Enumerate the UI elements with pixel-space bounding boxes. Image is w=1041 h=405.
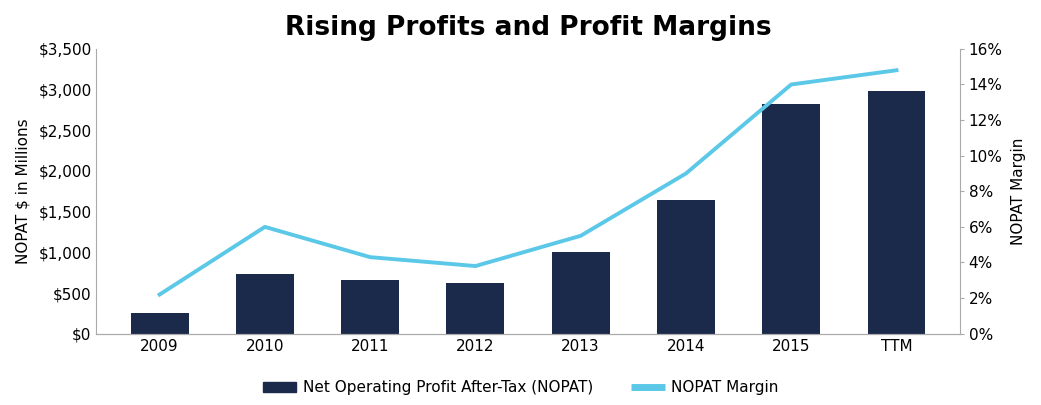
Bar [867, 91, 925, 334]
Bar [447, 283, 504, 334]
Bar [762, 104, 820, 334]
Bar [341, 280, 399, 334]
Y-axis label: NOPAT Margin: NOPAT Margin [1011, 138, 1026, 245]
Bar [657, 200, 715, 334]
Bar [236, 274, 294, 334]
Legend: Net Operating Profit After-Tax (NOPAT), NOPAT Margin: Net Operating Profit After-Tax (NOPAT), … [257, 374, 784, 401]
Bar [552, 252, 610, 334]
Bar [131, 313, 188, 334]
Title: Rising Profits and Profit Margins: Rising Profits and Profit Margins [285, 15, 771, 41]
Y-axis label: NOPAT $ in Millions: NOPAT $ in Millions [15, 119, 30, 264]
